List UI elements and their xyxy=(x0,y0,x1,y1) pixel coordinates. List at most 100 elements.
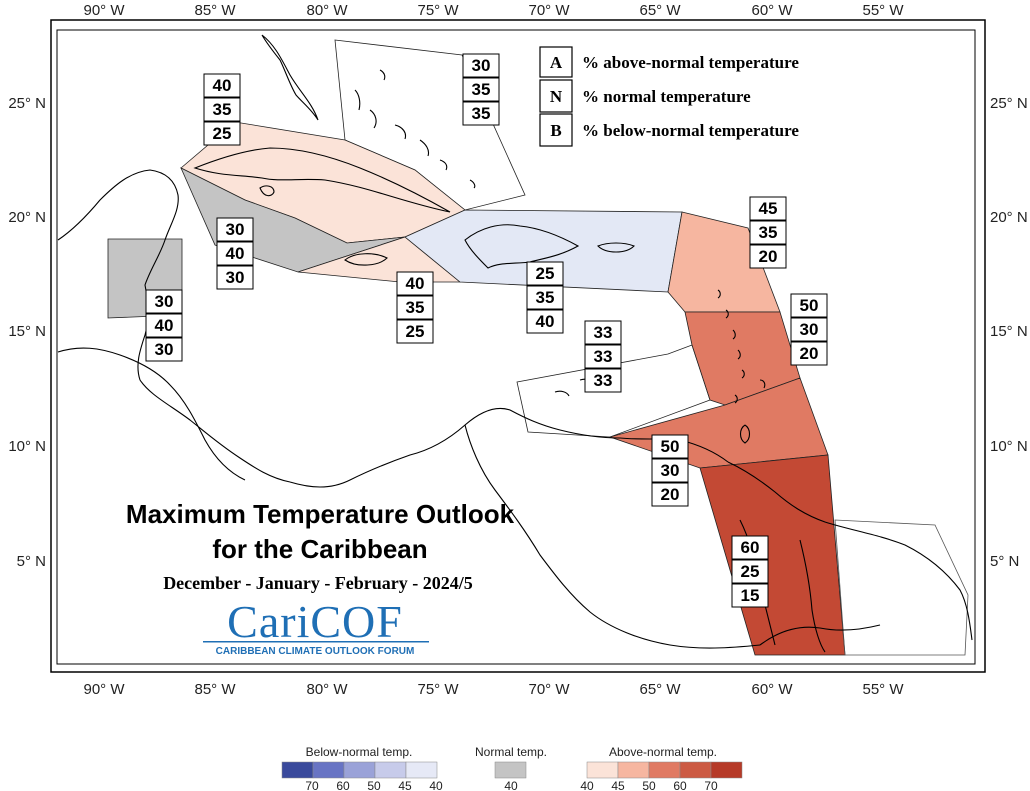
value-n: 35 xyxy=(536,288,555,307)
value-box xyxy=(203,121,241,146)
value-box xyxy=(651,482,689,507)
value-box xyxy=(145,313,183,338)
value-box xyxy=(216,241,254,266)
caricof-logo-subtitle: CARIBBEAN CLIMATE OUTLOOK FORUM xyxy=(216,646,415,657)
region-french-guiana-outline xyxy=(834,519,969,656)
colorbar-swatches: 70 60 50 45 40 40 40 45 50 60 70 xyxy=(281,761,743,791)
value-box xyxy=(584,344,622,369)
colorbar-below-swatch xyxy=(343,761,376,779)
value-a: 40 xyxy=(406,274,425,293)
colorbar-tick: 50 xyxy=(367,779,381,791)
map-title-line1: Maximum Temperature Outlook xyxy=(126,499,515,529)
value-n: 30 xyxy=(800,320,819,339)
value-box xyxy=(651,458,689,483)
value-n: 35 xyxy=(213,100,232,119)
value-n: 35 xyxy=(406,298,425,317)
colorbar: Below-normal temp. Normal temp. Above-no… xyxy=(281,745,743,791)
region-value-boxes: 30 35 35 40 35 25 30 40 30 30 40 30 40 35 25 25 35 40 33 33… xyxy=(145,53,828,608)
left-lat-tick: 15° N xyxy=(8,323,46,340)
map-season: December - January - February - 2024/5 xyxy=(163,573,473,593)
bottom-lon-tick: 60° W xyxy=(751,681,793,698)
value-box xyxy=(145,337,183,362)
value-b: 30 xyxy=(226,268,245,287)
value-b: 20 xyxy=(661,485,680,504)
left-lat-tick: 5° N xyxy=(17,553,46,570)
value-a: 30 xyxy=(226,220,245,239)
title-block: Maximum Temperature Outlook for the Cari… xyxy=(126,499,515,657)
value-box xyxy=(651,434,689,459)
colorbar-tick: 40 xyxy=(580,779,594,791)
value-a: 60 xyxy=(741,538,760,557)
right-lat-tick: 25° N xyxy=(990,95,1028,112)
value-box xyxy=(526,285,564,310)
key-label: % normal temperature xyxy=(582,87,751,106)
value-a: 33 xyxy=(594,323,613,342)
value-box xyxy=(731,559,769,584)
value-box xyxy=(749,244,787,269)
colorbar-above-swatch xyxy=(679,761,712,779)
value-box xyxy=(462,53,500,78)
right-lat-ticks: 25° N 20° N 15° N 10° N 5° N xyxy=(990,95,1028,570)
logo-underline xyxy=(203,641,429,643)
value-n: 40 xyxy=(155,316,174,335)
value-b: 30 xyxy=(155,340,174,359)
value-box xyxy=(396,271,434,296)
value-box xyxy=(462,77,500,102)
value-n: 35 xyxy=(759,223,778,242)
left-lat-tick: 25° N xyxy=(8,95,46,112)
bottom-lon-tick: 55° W xyxy=(862,681,904,698)
top-lon-tick: 65° W xyxy=(639,2,681,19)
key-letter: B xyxy=(550,121,561,140)
value-b: 33 xyxy=(594,371,613,390)
value-box xyxy=(731,583,769,608)
bottom-lon-tick: 75° W xyxy=(417,681,459,698)
value-box xyxy=(790,341,828,366)
top-lon-tick: 60° W xyxy=(751,2,793,19)
value-b: 40 xyxy=(536,312,555,331)
right-lat-tick: 10° N xyxy=(990,438,1028,455)
value-box xyxy=(790,317,828,342)
probability-key: A N B % above-normal temperature % norma… xyxy=(539,46,799,147)
colorbar-above-swatch xyxy=(586,761,619,779)
top-lon-tick: 85° W xyxy=(194,2,236,19)
colorbar-normal-title: Normal temp. xyxy=(475,745,547,759)
value-box xyxy=(584,368,622,393)
colorbar-tick: 40 xyxy=(429,779,443,791)
value-box xyxy=(749,196,787,221)
map-frame-inner xyxy=(56,29,976,665)
value-a: 50 xyxy=(800,296,819,315)
colorbar-above-swatch xyxy=(648,761,681,779)
value-b: 35 xyxy=(472,104,491,123)
colorbar-normal-swatch xyxy=(494,761,527,779)
key-letter: N xyxy=(550,87,563,106)
value-n: 25 xyxy=(741,562,760,581)
value-box xyxy=(584,320,622,345)
value-box xyxy=(526,309,564,334)
value-a: 30 xyxy=(472,56,491,75)
bottom-lon-tick: 70° W xyxy=(528,681,570,698)
colorbar-above-swatch xyxy=(710,761,743,779)
value-b: 25 xyxy=(213,124,232,143)
bottom-lon-ticks: 90° W 85° W 80° W 75° W 70° W 65° W 60° … xyxy=(83,681,904,698)
value-box xyxy=(731,535,769,560)
colorbar-tick: 60 xyxy=(673,779,687,791)
left-lat-ticks: 25° N 20° N 15° N 10° N 5° N xyxy=(8,95,46,570)
value-box xyxy=(203,97,241,122)
left-lat-tick: 20° N xyxy=(8,209,46,226)
key-letter-box xyxy=(539,79,573,113)
value-box xyxy=(145,289,183,314)
key-letter-box xyxy=(539,46,573,78)
value-box xyxy=(749,220,787,245)
top-lon-ticks: 90° W 85° W 80° W 75° W 70° W 65° W 60° … xyxy=(83,2,904,19)
top-lon-tick: 70° W xyxy=(528,2,570,19)
right-lat-tick: 15° N xyxy=(990,323,1028,340)
value-box xyxy=(216,217,254,242)
colorbar-above-title: Above-normal temp. xyxy=(609,745,717,759)
bottom-lon-tick: 85° W xyxy=(194,681,236,698)
key-letter: A xyxy=(550,53,563,72)
bottom-lon-tick: 65° W xyxy=(639,681,681,698)
value-b: 20 xyxy=(800,344,819,363)
key-label: % below-normal temperature xyxy=(582,121,799,140)
colorbar-tick: 60 xyxy=(336,779,350,791)
